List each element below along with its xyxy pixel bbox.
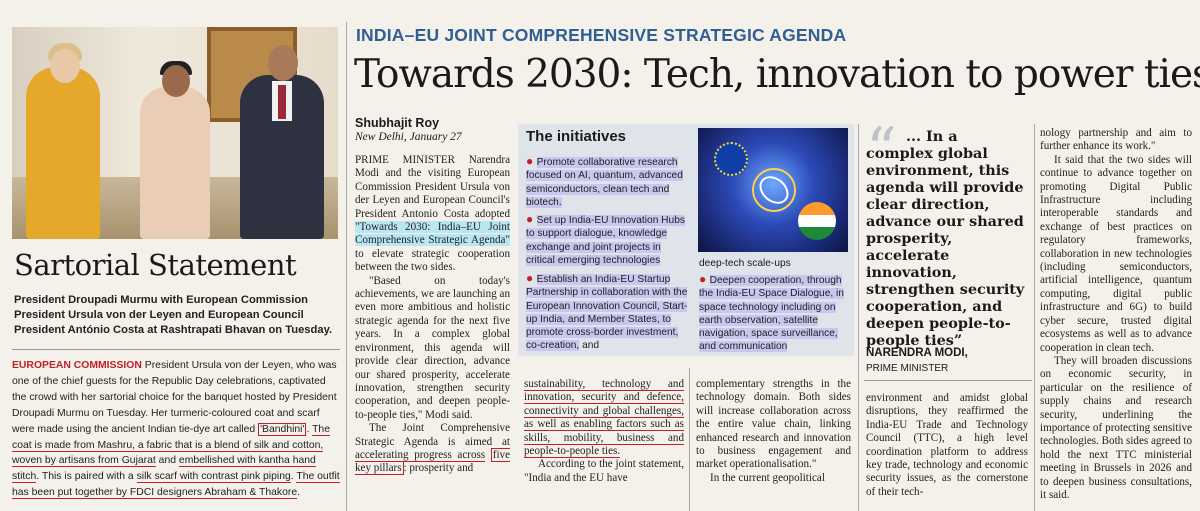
sartorial-story: EUROPEAN COMMISSION President Ursula von…	[12, 360, 340, 500]
india-flag-icon	[798, 202, 836, 240]
initiative-item: ● Set up India-EU Innovation Hubs to sup…	[526, 212, 685, 266]
section-label: INDIA–EU JOINT COMPREHENSIVE STRATEGIC A…	[356, 25, 847, 45]
pull-quote: ... In a complex global environment, thi…	[866, 128, 1025, 349]
article-column-3: complementary strengths in the technolog…	[696, 378, 851, 484]
byline: Shubhajit Roy	[355, 116, 440, 130]
person-murmu	[140, 61, 210, 239]
sartorial-title: Sartorial Statement	[14, 248, 297, 282]
column-divider	[346, 22, 347, 511]
divider	[864, 380, 1032, 381]
article-column-1: PRIME MINISTER Narendra Modi and the vis…	[355, 154, 510, 476]
story-kicker: EUROPEAN COMMISSION	[12, 360, 142, 371]
headline: Towards 2030: Tech, innovation to power …	[354, 52, 1200, 97]
article-column-4: environment and amidst global disruption…	[866, 392, 1028, 498]
initiatives-title: The initiatives	[526, 128, 627, 145]
quote-mark-icon: “	[866, 115, 897, 185]
initiative-item: ● Deepen cooperation, through the India-…	[699, 272, 844, 353]
quote-author-role: PRIME MINISTER	[866, 363, 949, 374]
bullet-icon: ●	[699, 272, 710, 286]
photo-caption: President Droupadi Murmu with European C…	[14, 294, 333, 336]
atom-icon	[752, 168, 796, 212]
dateline: New Delhi, January 27	[355, 131, 462, 143]
column-divider	[689, 368, 690, 511]
tech-illustration	[698, 128, 848, 252]
quote-author: NARENDRA MODI,	[866, 347, 968, 359]
initiative-item: ● Promote collaborative research focused…	[526, 154, 683, 208]
eu-flag-icon	[714, 142, 748, 176]
article-column-2: sustainability, technology and innovatio…	[524, 378, 684, 484]
person-costa	[240, 45, 324, 239]
news-photo	[12, 27, 338, 239]
bullet-icon: ●	[526, 271, 537, 285]
initiative-item: ● Establish an India-EU Startup Partners…	[526, 271, 688, 352]
divider	[12, 349, 340, 350]
article-column-5: nology partnership and aim to further en…	[1040, 127, 1192, 501]
bullet-icon: ●	[526, 154, 537, 168]
bullet-icon: ●	[526, 212, 537, 226]
column-divider	[858, 124, 859, 511]
deep-tech-text: deep-tech scale-ups	[699, 258, 791, 269]
person-von-der-leyen	[26, 43, 100, 239]
column-divider	[1034, 124, 1035, 511]
